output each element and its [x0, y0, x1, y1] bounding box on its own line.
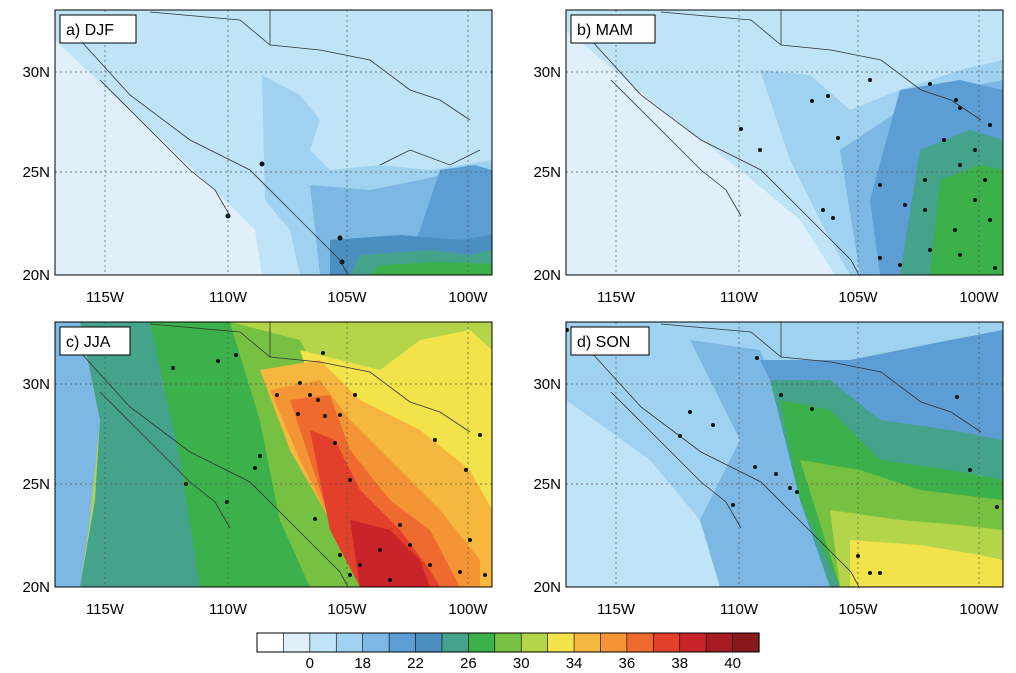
colorbar-swatch	[441, 632, 469, 653]
colorbar-swatch	[362, 632, 390, 653]
lon-label: 115W	[597, 289, 636, 306]
lon-label: 110W	[720, 601, 759, 618]
panel-jja-title-box	[59, 326, 131, 356]
panel-mam-title-box	[570, 14, 656, 44]
panel-jja: c) JJA	[54, 321, 493, 588]
colorbar-tick-label: 36	[619, 655, 636, 672]
colorbar-swatch	[679, 632, 707, 653]
colorbar-swatch	[653, 632, 681, 653]
panel-jja-frame	[54, 321, 493, 588]
lon-label: 110W	[209, 601, 248, 618]
colorbar-tick-label: 30	[513, 655, 530, 672]
colorbar-swatch	[309, 632, 337, 653]
lat-label: 25N	[533, 164, 561, 181]
colorbar-swatch	[494, 632, 522, 653]
axis-labels: 30N 25N 20N 115W 110W 105W 100W 30N 25N …	[22, 64, 999, 618]
panel-son: d) SON	[565, 321, 1004, 588]
lat-label: 25N	[22, 164, 50, 181]
panel-djf-field	[55, 10, 492, 275]
colorbar-swatch	[415, 632, 443, 653]
lon-label: 100W	[448, 601, 488, 618]
colorbar-swatch	[388, 632, 417, 653]
colorbar-tick-label: 38	[671, 655, 688, 672]
lon-label: 115W	[597, 601, 636, 618]
panel-mam-grid	[566, 10, 1003, 275]
colorbar-swatch	[335, 632, 364, 653]
lat-label: 25N	[533, 476, 561, 493]
panel-djf-coast	[79, 10, 481, 275]
lat-label: 20N	[533, 579, 561, 596]
colorbar-swatch	[732, 632, 760, 653]
panel-djf: a) DJF	[54, 9, 493, 276]
panel-jja-field	[55, 322, 492, 587]
panel-mam-frame	[565, 9, 1004, 276]
lon-label: 115W	[86, 289, 125, 306]
panel-son-grid	[566, 322, 1003, 587]
lon-label: 110W	[209, 289, 248, 306]
panel-son-frame	[565, 321, 1004, 588]
panel-son-field	[566, 322, 1003, 587]
lat-label: 30N	[22, 376, 50, 393]
colorbar-swatch	[626, 632, 654, 653]
panel-jja-title: c) JJA	[66, 334, 111, 351]
lat-label: 20N	[22, 267, 50, 284]
lat-label: 20N	[533, 267, 561, 284]
panel-son-title-box	[570, 326, 650, 356]
colorbar-swatch	[547, 632, 575, 653]
colorbar-ticks: 0 18 22 26 30 34 36 38 40	[306, 655, 741, 672]
colorbar-tick-label: 0	[306, 655, 314, 672]
lon-label: 100W	[959, 289, 999, 306]
panel-jja-grid	[55, 322, 492, 587]
colorbar-swatch	[600, 632, 628, 653]
panel-mam-field	[566, 10, 1003, 275]
panel-jja-coast	[79, 322, 471, 587]
colorbar-swatches	[256, 632, 760, 653]
lat-label: 25N	[22, 476, 50, 493]
colorbar-swatch	[573, 632, 602, 653]
colorbar-swatch	[256, 632, 285, 653]
lat-label: 30N	[533, 376, 561, 393]
colorbar-swatch	[283, 632, 311, 653]
lon-label: 100W	[448, 289, 488, 306]
lat-label: 30N	[533, 64, 561, 81]
panel-mam-title: b) MAM	[577, 22, 633, 39]
lon-label: 105W	[838, 289, 878, 306]
panel-son-coast	[590, 322, 982, 587]
lon-label: 115W	[86, 601, 125, 618]
lon-label: 100W	[959, 601, 999, 618]
panel-djf-title-box	[59, 14, 137, 44]
panel-son-title: d) SON	[577, 334, 630, 351]
lon-label: 105W	[838, 601, 878, 618]
panel-djf-frame	[54, 9, 493, 276]
panel-mam: b) MAM	[565, 9, 1004, 276]
colorbar-swatch	[705, 632, 734, 653]
colorbar-frame	[256, 632, 760, 653]
colorbar-tick-label: 26	[460, 655, 477, 672]
panel-djf-title: a) DJF	[66, 22, 114, 39]
lon-label: 105W	[327, 289, 367, 306]
colorbar-tick-label: 34	[566, 655, 583, 672]
lat-label: 30N	[22, 64, 50, 81]
colorbar-swatch	[520, 632, 549, 653]
colorbar-swatch	[468, 632, 496, 653]
colorbar-tick-label: 22	[407, 655, 424, 672]
lon-label: 110W	[720, 289, 759, 306]
colorbar: 0 18 22 26 30 34 36 38 40	[256, 632, 760, 672]
lon-label: 105W	[327, 601, 367, 618]
lat-label: 20N	[22, 579, 50, 596]
panel-djf-grid	[55, 10, 492, 275]
panel-mam-coast	[590, 10, 982, 275]
colorbar-tick-label: 40	[724, 655, 741, 672]
colorbar-tick-label: 18	[354, 655, 371, 672]
